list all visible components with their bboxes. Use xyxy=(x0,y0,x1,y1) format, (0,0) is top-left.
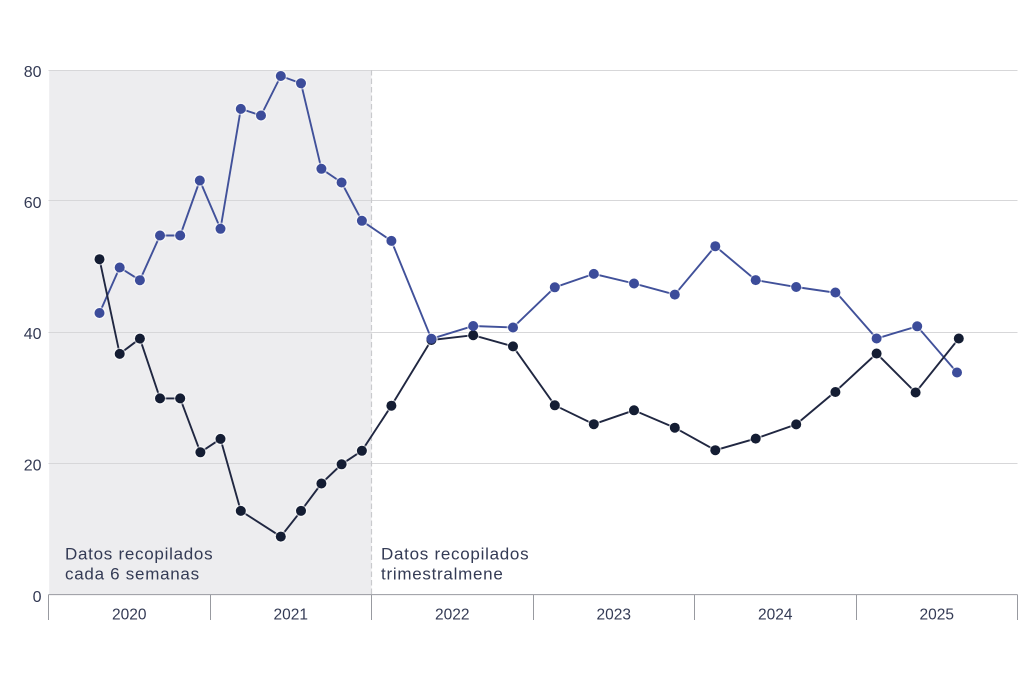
svg-text:2020: 2020 xyxy=(112,607,147,624)
svg-text:0: 0 xyxy=(33,589,42,606)
svg-text:trimestralmene: trimestralmene xyxy=(381,565,504,584)
svg-text:Datos recopilados: Datos recopilados xyxy=(65,545,213,564)
svg-text:Datos recopilados: Datos recopilados xyxy=(381,545,529,564)
svg-text:2025: 2025 xyxy=(919,607,953,624)
svg-text:2024: 2024 xyxy=(758,607,793,624)
svg-text:60: 60 xyxy=(24,195,42,212)
svg-text:2022: 2022 xyxy=(435,607,469,624)
svg-text:2023: 2023 xyxy=(596,607,630,624)
svg-text:80: 80 xyxy=(24,64,42,81)
svg-text:2021: 2021 xyxy=(273,607,307,624)
svg-text:cada 6 semanas: cada 6 semanas xyxy=(65,565,200,584)
svg-text:20: 20 xyxy=(24,458,42,475)
svg-text:40: 40 xyxy=(24,326,42,343)
